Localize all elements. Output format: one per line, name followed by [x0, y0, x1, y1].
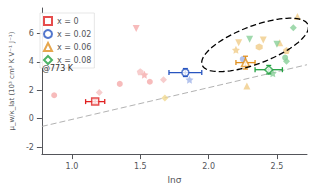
- svg-text:lnσ: lnσ: [167, 175, 181, 185]
- svg-text:x = 0.06: x = 0.06: [57, 43, 91, 52]
- svg-text:x = 0.08: x = 0.08: [57, 55, 92, 65]
- svg-text:2.5: 2.5: [271, 162, 284, 171]
- svg-text:4: 4: [29, 57, 34, 66]
- svg-text:0: 0: [29, 114, 34, 123]
- svg-text:1.0: 1.0: [66, 162, 79, 171]
- svg-text:x = 0.02: x = 0.02: [57, 30, 91, 39]
- svg-text:2.0: 2.0: [202, 162, 215, 171]
- svg-text:μ_w/κ_lat (10³ cm³ K V⁻¹ J⁻¹): μ_w/κ_lat (10³ cm³ K V⁻¹ J⁻¹): [8, 31, 16, 130]
- svg-text:@773 K: @773 K: [42, 64, 74, 73]
- svg-text:6: 6: [29, 29, 34, 38]
- svg-text:x = 0: x = 0: [57, 17, 79, 26]
- svg-text:-2: -2: [26, 143, 34, 152]
- svg-text:1.5: 1.5: [134, 162, 147, 171]
- svg-text:2: 2: [29, 86, 34, 95]
